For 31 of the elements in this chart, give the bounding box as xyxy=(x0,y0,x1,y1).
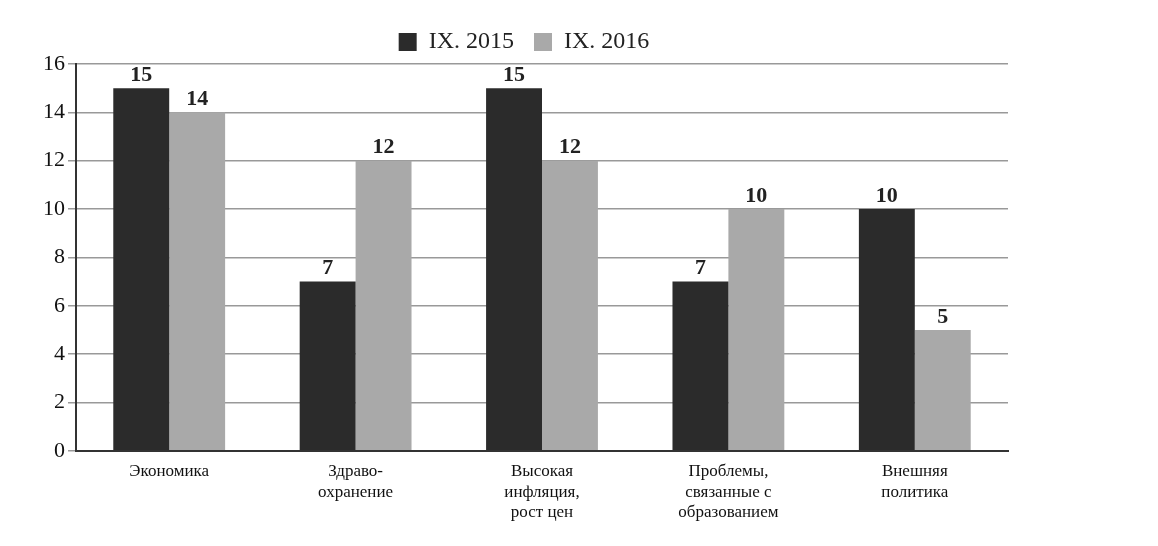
bar xyxy=(914,329,971,451)
y-tick-label: 14 xyxy=(43,98,65,124)
data-label: 12 xyxy=(372,133,395,159)
data-label: 7 xyxy=(322,254,334,280)
legend-label: IX. 2016 xyxy=(564,27,650,54)
x-tick-label: Здраво- охранение xyxy=(318,461,394,501)
x-tick-label: Проблемы, связанные с образованием xyxy=(678,461,779,522)
y-tick-label: 10 xyxy=(43,194,65,220)
x-tick-label: Экономика xyxy=(129,461,210,481)
y-tick-label: 0 xyxy=(54,436,65,462)
x-tick-label: Внешняя политика xyxy=(881,461,949,501)
y-tick-label: 4 xyxy=(54,339,65,365)
y-tick-label: 2 xyxy=(54,388,65,414)
y-tick-label: 6 xyxy=(54,291,65,317)
bar xyxy=(728,209,785,451)
data-label: 10 xyxy=(875,181,898,207)
data-label: 5 xyxy=(937,302,949,328)
legend-label: IX. 2015 xyxy=(428,27,514,54)
x-tick-label: Высокая инфляция, рост цен xyxy=(504,461,580,522)
data-label: 15 xyxy=(130,60,153,86)
data-label: 14 xyxy=(186,85,209,111)
data-label: 15 xyxy=(503,60,526,86)
y-tick-label: 12 xyxy=(43,146,65,172)
y-tick-label: 8 xyxy=(54,243,65,269)
bar xyxy=(355,160,412,451)
y-tick-label: 16 xyxy=(43,49,65,75)
data-label: 10 xyxy=(745,181,768,207)
data-label: 12 xyxy=(558,133,581,159)
bar xyxy=(169,112,226,451)
data-label: 7 xyxy=(694,254,706,280)
bar xyxy=(542,160,598,451)
